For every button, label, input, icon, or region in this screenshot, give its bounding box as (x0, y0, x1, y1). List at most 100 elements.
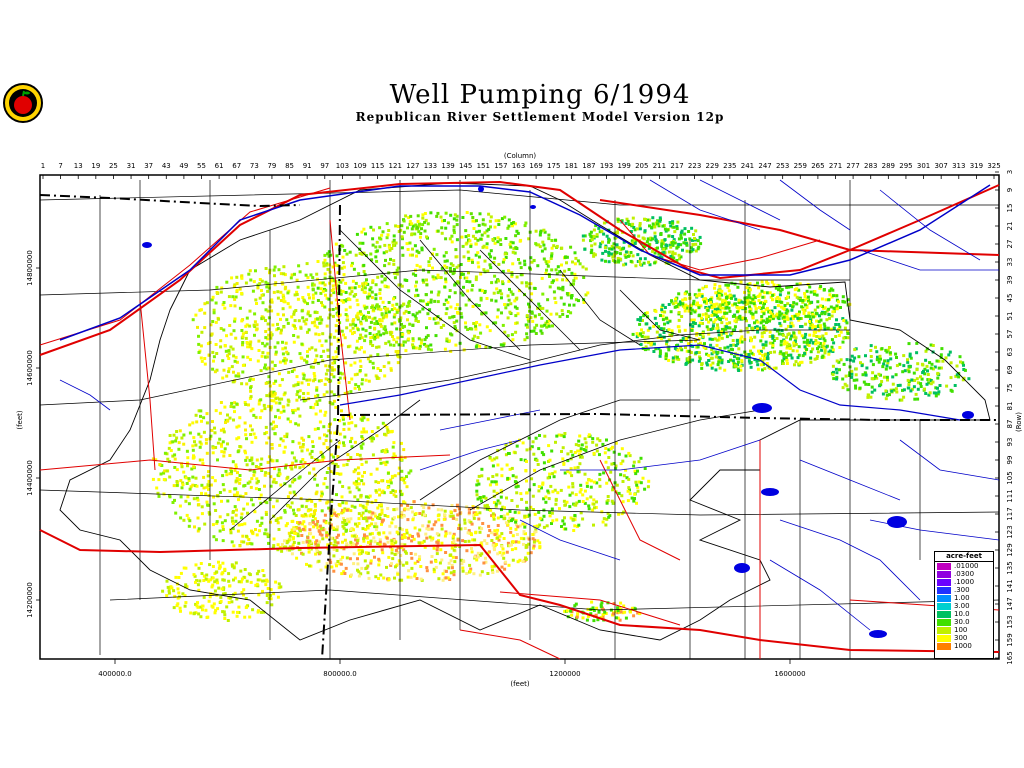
column-tick-label: 55 (197, 162, 206, 170)
legend-swatch (937, 626, 951, 634)
rivers (59, 179, 1000, 631)
legend-swatch (937, 610, 951, 618)
row-tick-label: 153 (1006, 615, 1014, 628)
row-tick-label: 105 (1006, 471, 1014, 484)
row-tick-label: 93 (1006, 438, 1014, 447)
legend-swatch (937, 570, 951, 578)
model-boundary (59, 182, 991, 641)
column-tick-label: 307 (934, 162, 947, 170)
legend-entry: 1.00 (935, 594, 993, 602)
column-tick-label: 205 (635, 162, 648, 170)
row-tick-label: 39 (1006, 276, 1014, 285)
apple-logo-icon (3, 83, 43, 123)
column-tick-label: 277 (846, 162, 859, 170)
column-tick-label: 241 (741, 162, 754, 170)
column-tick-label: 253 (776, 162, 789, 170)
column-tick-label: 181 (565, 162, 578, 170)
legend-swatch (937, 594, 951, 602)
column-tick-label: 43 (162, 162, 171, 170)
column-tick-label: 289 (882, 162, 895, 170)
agency-logo (2, 82, 44, 124)
column-tick-label: 85 (285, 162, 294, 170)
column-tick-label: 7 (58, 162, 62, 170)
legend-label: .01000 (954, 562, 979, 570)
column-tick-label: 193 (600, 162, 613, 170)
legend-label: .0300 (954, 570, 975, 578)
column-tick-label: 229 (706, 162, 719, 170)
map-subtitle: Republican River Settlement Model Versio… (355, 110, 725, 124)
legend-entry: 1000 (935, 642, 993, 650)
y-tick-label: 14800000 (26, 250, 34, 286)
legend-entry: .300 (935, 586, 993, 594)
row-axis-label: (Row) (1015, 412, 1023, 432)
row-tick-label: 165 (1006, 651, 1014, 664)
legend-entry: 30.0 (935, 618, 993, 626)
column-tick-label: 145 (459, 162, 472, 170)
legend-entry: .0300 (935, 570, 993, 578)
column-tick-label: 13 (74, 162, 83, 170)
column-tick-label: 151 (477, 162, 490, 170)
column-tick-label: 49 (179, 162, 188, 170)
legend-swatch (937, 562, 951, 570)
legend-label: 300 (954, 634, 968, 642)
column-tick-label: 37 (144, 162, 153, 170)
y-tick-label: 14600000 (26, 350, 34, 386)
x-tick-label: 800000.0 (323, 670, 356, 678)
x-tick-labels: 400000.0 800000.0 1200000 1600000 (98, 670, 805, 678)
row-tick-label: 45 (1006, 294, 1014, 303)
legend-entry: 3.00 (935, 602, 993, 610)
legend-swatch (937, 586, 951, 594)
y-tick-label: 14400000 (26, 460, 34, 496)
column-tick-label: 103 (336, 162, 349, 170)
row-tick-labels: 3915212733394551576369758187939910511111… (1006, 170, 1014, 665)
roads (39, 180, 1000, 660)
x-tick-label: 400000.0 (98, 670, 131, 678)
state-lines (39, 194, 999, 660)
legend-swatch (937, 578, 951, 586)
column-tick-label: 319 (970, 162, 983, 170)
column-tick-label: 259 (794, 162, 807, 170)
row-tick-label: 87 (1006, 420, 1014, 429)
legend-entries: .01000.0300.1000.300 1.00 3.00 10.0 30.0 100 3… (935, 562, 993, 650)
column-tick-label: 295 (899, 162, 912, 170)
column-tick-label: 187 (582, 162, 595, 170)
column-tick-label: 97 (320, 162, 329, 170)
y-tick-labels: 14800000 14600000 14400000 14200000 (26, 250, 34, 618)
column-tick-label: 163 (512, 162, 525, 170)
legend-swatch (937, 634, 951, 642)
column-tick-label: 73 (250, 162, 259, 170)
column-tick-label: 265 (811, 162, 824, 170)
legend: acre-feet .01000.0300.1000.300 1.00 3.00 10… (934, 551, 994, 659)
row-tick-label: 117 (1006, 507, 1014, 520)
legend-entry: .01000 (935, 562, 993, 570)
x-tick-label: 1200000 (549, 670, 580, 678)
legend-label: 1.00 (954, 594, 970, 602)
column-axis-label: (Column) (504, 152, 537, 160)
legend-title: acre-feet (935, 552, 993, 562)
row-tick-label: 3 (1006, 170, 1014, 174)
row-tick-label: 75 (1006, 384, 1014, 393)
row-tick-label: 21 (1006, 222, 1014, 231)
y-tick-label: 14200000 (26, 582, 34, 618)
column-tick-label: 217 (670, 162, 683, 170)
row-tick-label: 129 (1006, 543, 1014, 556)
legend-entry: 300 (935, 634, 993, 642)
column-tick-label: 211 (653, 162, 666, 170)
row-tick-label: 81 (1006, 402, 1014, 411)
axis-ticks (36, 171, 999, 664)
column-tick-label: 247 (758, 162, 771, 170)
column-tick-label: 61 (215, 162, 224, 170)
x-axis-label: (feet) (510, 680, 530, 688)
row-tick-label: 27 (1006, 240, 1014, 249)
row-tick-label: 33 (1006, 258, 1014, 267)
column-tick-label: 1 (41, 162, 45, 170)
row-tick-label: 63 (1006, 348, 1014, 357)
column-tick-label: 127 (406, 162, 419, 170)
column-tick-label: 283 (864, 162, 877, 170)
map-title: Well Pumping 6/1994 (389, 80, 691, 110)
column-tick-label: 223 (688, 162, 701, 170)
legend-swatch (937, 642, 951, 650)
row-tick-label: 123 (1006, 525, 1014, 538)
row-tick-label: 9 (1006, 188, 1014, 192)
column-tick-label: 271 (829, 162, 842, 170)
